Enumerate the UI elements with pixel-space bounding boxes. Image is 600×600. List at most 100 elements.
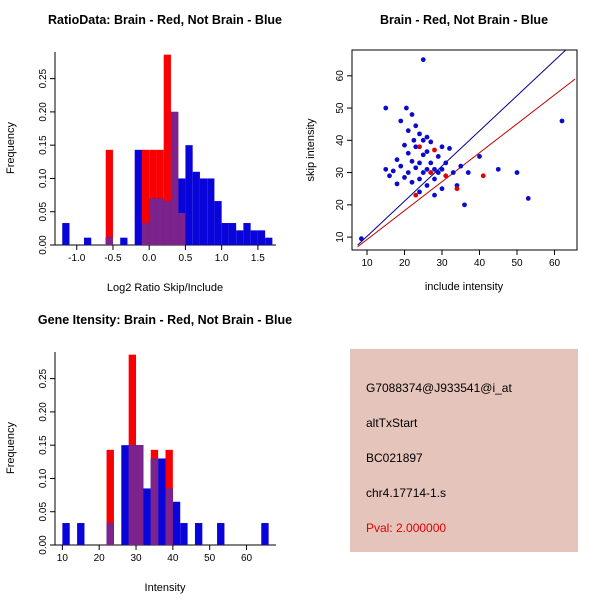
blue-point <box>435 170 441 175</box>
overlap-bars-bar <box>150 458 159 545</box>
blue-bars-bar <box>158 458 166 545</box>
blue-point <box>428 139 434 145</box>
blue-bars-bar <box>172 501 181 545</box>
blue-point <box>409 158 415 164</box>
blue-point <box>435 154 441 159</box>
blue-bars-bar <box>185 145 193 245</box>
y-tick-label: 20 <box>335 199 346 211</box>
gene-intensity-histogram-panel: Gene Itensity: Brain - Red, Not Brain - … <box>5 313 292 594</box>
blue-bars-bar <box>236 230 244 245</box>
y-tick-label: 0.25 <box>38 68 49 88</box>
blue-point <box>439 144 445 150</box>
y-tick-label: 10 <box>335 231 346 243</box>
blue-bars-bar <box>178 178 186 245</box>
not-brain-fit-line <box>357 49 567 246</box>
red-point <box>443 173 449 179</box>
blue-bars-bar <box>207 178 215 245</box>
overlap-bars-bar <box>136 445 144 545</box>
red-point <box>417 144 422 150</box>
x-tick-label: 40 <box>167 553 179 564</box>
y-tick-label: 60 <box>335 70 346 82</box>
blue-point <box>559 118 565 124</box>
tick-labels: -1.0 -0.5 0.0 0.5 1.0 1.5 0.00 0.05 0.10 0.15 0.20… <box>38 68 265 264</box>
pval-text: Pval: 2.000000 <box>366 521 447 535</box>
y-tick-label: 0.00 <box>38 535 49 555</box>
blue-bars-bar <box>228 223 237 245</box>
tick-labels: 10 20 30 40 50 60 0.00 0.05 0.10 0.15 0.20 0.25 <box>38 368 253 564</box>
red-point <box>432 147 437 153</box>
blue-bars-bar <box>243 223 251 245</box>
blue-point <box>409 179 415 185</box>
x-tick-label: 60 <box>549 258 561 269</box>
blue-point <box>403 105 409 111</box>
x-tick-label: 0.5 <box>178 253 192 264</box>
gene-intensity-histogram-y-axis-label: Frequency <box>5 422 17 474</box>
x-tick-label: 1.0 <box>215 253 229 264</box>
blue-point <box>465 170 471 175</box>
blue-point <box>394 181 400 187</box>
red-bars-bar <box>163 54 171 246</box>
intensity-scatter-y-axis-label: skip intensity <box>305 118 317 181</box>
blue-point <box>443 160 449 166</box>
x-tick-label: 60 <box>241 553 253 564</box>
overlap-bars-bar <box>105 237 113 245</box>
blue-point <box>428 160 434 166</box>
blue-point <box>383 105 389 111</box>
blue-point <box>398 118 404 124</box>
x-tick-label: 10 <box>361 258 373 269</box>
blue-point <box>411 137 417 143</box>
overlap-bars-bar <box>141 223 150 245</box>
blue-bars-bar <box>62 223 70 245</box>
intensity-scatter-x-axis-label: include intensity <box>425 281 504 293</box>
overlap-bars-bar <box>156 198 164 245</box>
blue-bars-bar <box>134 149 142 245</box>
x-tick-label: 40 <box>474 258 486 269</box>
event-type-text: altTxStart <box>366 416 418 430</box>
overlap-bars-bar <box>165 488 173 545</box>
y-tick-label: 50 <box>335 102 346 114</box>
blue-point <box>390 168 396 174</box>
blue-point <box>405 128 411 134</box>
blue-points <box>358 57 565 242</box>
accession-text: BC021897 <box>366 451 423 465</box>
y-tick-label: 0.10 <box>38 168 49 188</box>
red-point <box>413 192 419 198</box>
blue-point <box>409 112 415 117</box>
red-point <box>454 186 460 192</box>
red-bars-bar <box>105 149 113 245</box>
blue-point <box>458 163 464 169</box>
blue-point <box>413 123 419 129</box>
blue-point <box>413 165 419 171</box>
blue-point <box>439 166 445 172</box>
blue-point <box>398 163 404 169</box>
blue-point <box>383 166 389 172</box>
x-tick-label: 30 <box>130 553 142 564</box>
locus-text: chr4.17714-1.s <box>366 486 447 500</box>
x-tick-label: 50 <box>511 258 523 269</box>
red-bars-bar <box>106 449 114 545</box>
brain-fit-line <box>357 78 576 248</box>
blue-point <box>424 149 430 155</box>
blue-point <box>424 166 430 172</box>
blue-point <box>402 175 407 180</box>
red-points <box>413 144 486 198</box>
x-tick-label: -0.5 <box>104 253 122 264</box>
overlap-bars-bar <box>163 201 171 245</box>
red-bars-bar <box>149 149 157 245</box>
y-tick-label: 0.05 <box>38 202 49 222</box>
blue-bars-bar <box>214 201 222 245</box>
tick-labels: 10 20 30 40 50 60 10 20 30 40 50 60 <box>335 70 560 269</box>
blue-point <box>420 137 426 143</box>
blue-point <box>420 170 426 175</box>
blue-point <box>417 131 422 137</box>
gene-intensity-histogram-x-axis-label: Intensity <box>145 582 186 594</box>
blue-point <box>394 157 400 163</box>
overlap-bars-bar <box>106 523 114 545</box>
y-tick-label: 0.10 <box>38 468 49 488</box>
blue-point <box>439 186 445 192</box>
blue-bars-bar <box>121 445 129 545</box>
blue-point <box>413 144 419 150</box>
blue-bars-bar <box>83 237 92 245</box>
overlap-bars-bar <box>128 445 137 545</box>
